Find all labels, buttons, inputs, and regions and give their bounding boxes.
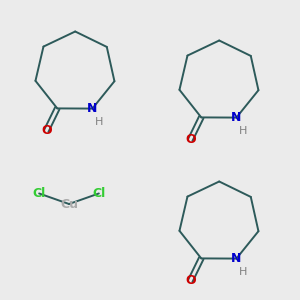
Text: N: N <box>231 252 242 265</box>
Text: H: H <box>95 118 103 128</box>
Text: H: H <box>239 268 247 278</box>
Text: N: N <box>87 102 98 115</box>
Text: N: N <box>231 111 242 124</box>
Text: Cl: Cl <box>32 187 46 200</box>
Text: Cu: Cu <box>60 197 78 211</box>
Text: O: O <box>41 124 52 137</box>
Text: O: O <box>185 134 196 146</box>
Text: H: H <box>239 127 247 136</box>
Text: O: O <box>185 274 196 287</box>
Text: Cl: Cl <box>92 187 106 200</box>
